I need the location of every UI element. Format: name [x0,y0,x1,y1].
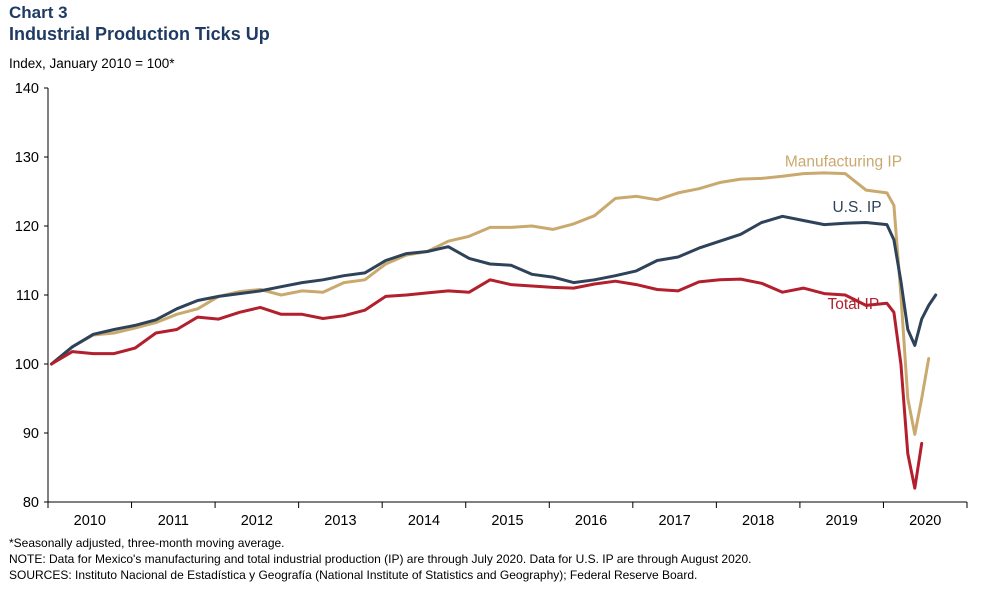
x-tick-label: 2014 [408,513,440,529]
note: NOTE: Data for Mexico's manufacturing an… [9,552,752,566]
x-tick-label: 2020 [909,513,941,529]
x-tick-label: 2015 [491,513,523,529]
series-label: Manufacturing IP [785,154,902,171]
sources: SOURCES: Instituto Nacional de Estadísti… [9,568,698,582]
footnote: *Seasonally adjusted, three-month moving… [9,536,285,550]
y-tick-label: 130 [15,150,39,166]
x-tick-label: 2013 [324,513,356,529]
chart-number: Chart 3 [9,3,68,22]
series-line-total-ip [50,277,924,490]
y-tick-label: 100 [15,357,39,373]
chart-title: Industrial Production Ticks Up [9,24,270,44]
x-tick-label: 2010 [74,513,106,529]
x-tick-label: 2012 [241,513,273,529]
y-tick-label: 110 [16,288,39,304]
y-tick-label: 140 [15,81,39,97]
x-tick-label: 2019 [826,513,858,529]
x-tick-label: 2017 [658,513,690,529]
y-axis-units: Index, January 2010 = 100* [9,56,175,71]
line-chart: 80 90 100 110 120 130 140 2010 2011 2012 2013 2014 2… [15,81,968,529]
series-label: Total IP [827,296,879,313]
y-tick-label: 80 [23,495,39,511]
y-tick-label: 120 [15,219,39,235]
series-line-manufacturing-ip [50,171,931,436]
series-label: U.S. IP [832,199,881,216]
x-tick-label: 2018 [742,513,774,529]
x-tick-label: 2016 [575,513,607,529]
x-tick-label: 2011 [158,513,189,529]
series-line-u-s-ip [50,214,938,366]
y-tick-label: 90 [23,426,39,442]
